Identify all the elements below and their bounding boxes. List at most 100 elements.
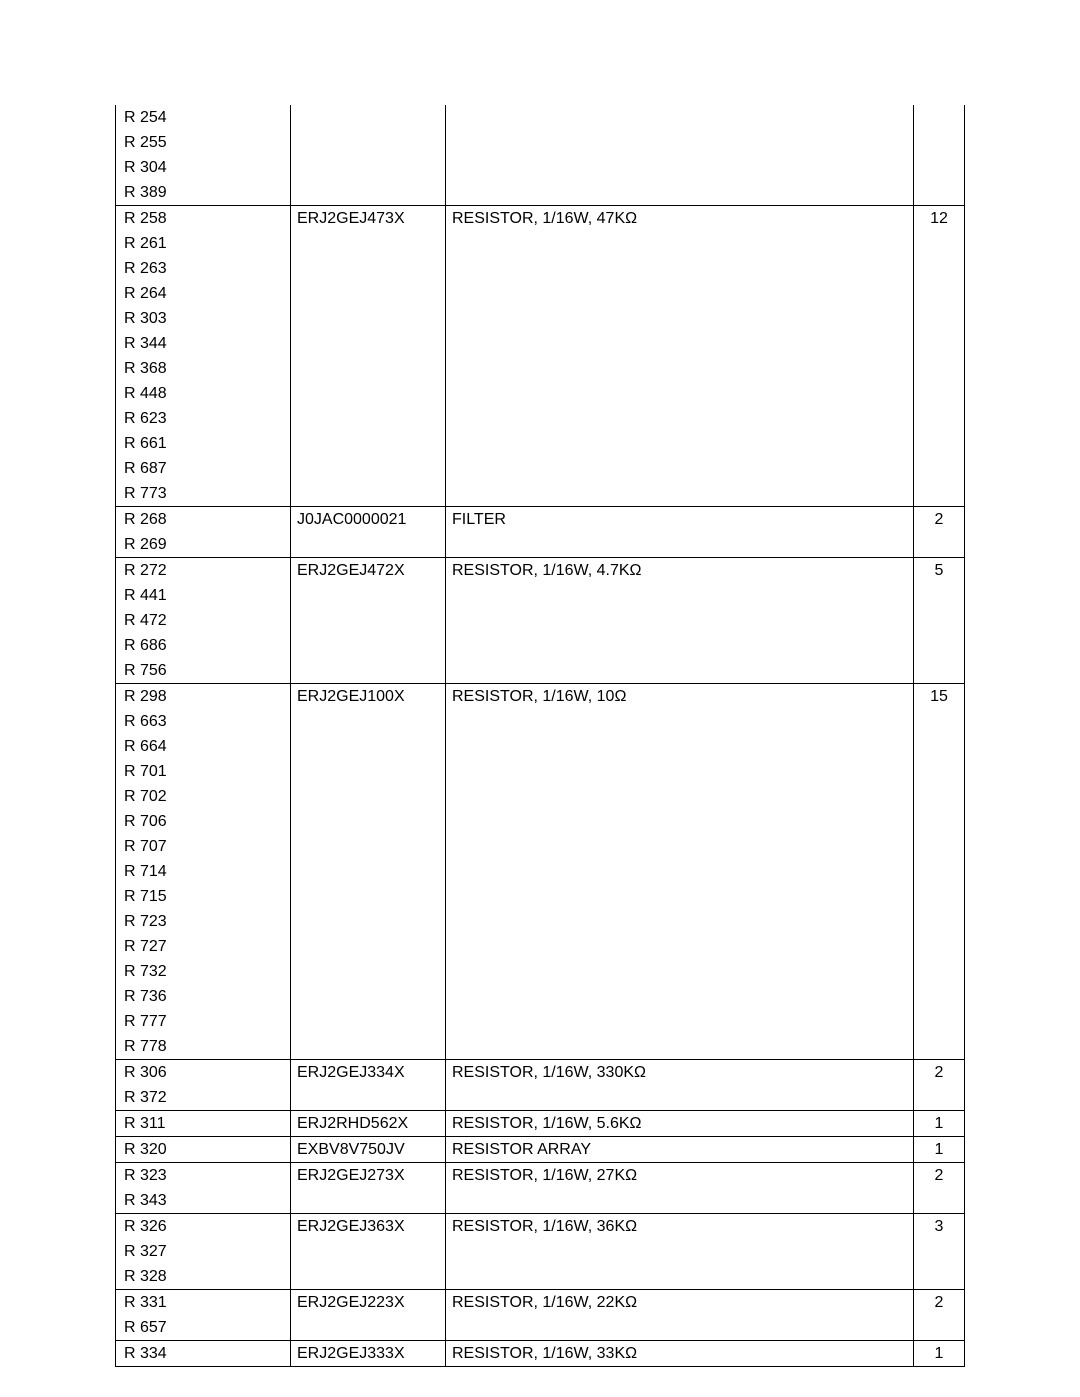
quantity-cell: 5 — [914, 558, 964, 683]
part-number-cell: ERJ2GEJ473X — [291, 206, 446, 506]
ref-designator-cell: R 268R 269 — [116, 507, 291, 557]
ref-designator: R 326 — [116, 1214, 290, 1239]
part-number-cell: J0JAC0000021 — [291, 507, 446, 557]
ref-designator: R 702 — [116, 784, 290, 809]
description — [446, 105, 913, 130]
ref-designator-cell: R 311 — [116, 1111, 291, 1136]
description: RESISTOR, 1/16W, 33KΩ — [446, 1341, 913, 1366]
part-number-cell: ERJ2GEJ100X — [291, 684, 446, 1059]
ref-designator-cell: R 306R 372 — [116, 1060, 291, 1110]
ref-designator: R 448 — [116, 381, 290, 406]
part-number: ERJ2GEJ273X — [291, 1163, 445, 1188]
quantity: 12 — [914, 206, 964, 231]
quantity-cell: 2 — [914, 507, 964, 557]
ref-designator: R 778 — [116, 1034, 290, 1059]
quantity: 3 — [914, 1214, 964, 1239]
description-cell: FILTER — [446, 507, 914, 557]
quantity: 5 — [914, 558, 964, 583]
ref-designator: R 472 — [116, 608, 290, 633]
ref-designator-cell: R 298R 663R 664R 701R 702R 706R 707R 714… — [116, 684, 291, 1059]
description-cell: RESISTOR, 1/16W, 27KΩ — [446, 1163, 914, 1213]
quantity-cell: 1 — [914, 1341, 964, 1366]
ref-designator: R 663 — [116, 709, 290, 734]
quantity-cell: 3 — [914, 1214, 964, 1289]
quantity: 2 — [914, 1163, 964, 1188]
description-cell: RESISTOR, 1/16W, 5.6KΩ — [446, 1111, 914, 1136]
ref-designator: R 264 — [116, 281, 290, 306]
description: RESISTOR, 1/16W, 5.6KΩ — [446, 1111, 913, 1136]
ref-designator: R 701 — [116, 759, 290, 784]
ref-designator: R 272 — [116, 558, 290, 583]
quantity: 1 — [914, 1111, 964, 1136]
part-number: ERJ2GEJ223X — [291, 1290, 445, 1315]
ref-designator: R 327 — [116, 1239, 290, 1264]
parts-table: R 254R 255R 304R 389R 258R 261R 263R 264… — [115, 105, 965, 1367]
part-number-cell — [291, 105, 446, 205]
ref-designator: R 258 — [116, 206, 290, 231]
quantity-cell: 2 — [914, 1163, 964, 1213]
ref-designator: R 372 — [116, 1085, 290, 1110]
part-number: ERJ2RHD562X — [291, 1111, 445, 1136]
description: RESISTOR, 1/16W, 330KΩ — [446, 1060, 913, 1085]
ref-designator: R 777 — [116, 1009, 290, 1034]
ref-designator: R 368 — [116, 356, 290, 381]
part-number: EXBV8V750JV — [291, 1137, 445, 1162]
ref-designator: R 441 — [116, 583, 290, 608]
ref-designator: R 727 — [116, 934, 290, 959]
part-number: ERJ2GEJ472X — [291, 558, 445, 583]
quantity: 15 — [914, 684, 964, 709]
ref-designator: R 261 — [116, 231, 290, 256]
quantity-cell: 1 — [914, 1111, 964, 1136]
part-number-cell: EXBV8V750JV — [291, 1137, 446, 1162]
table-rowgroup: R 298R 663R 664R 701R 702R 706R 707R 714… — [116, 683, 964, 1059]
ref-designator: R 311 — [116, 1111, 290, 1136]
ref-designator: R 723 — [116, 909, 290, 934]
quantity: 1 — [914, 1341, 964, 1366]
ref-designator: R 344 — [116, 331, 290, 356]
description-cell: RESISTOR, 1/16W, 22KΩ — [446, 1290, 914, 1340]
ref-designator: R 389 — [116, 180, 290, 205]
description: FILTER — [446, 507, 913, 532]
part-number — [291, 105, 445, 130]
ref-designator: R 328 — [116, 1264, 290, 1289]
part-number-cell: ERJ2RHD562X — [291, 1111, 446, 1136]
description: RESISTOR, 1/16W, 27KΩ — [446, 1163, 913, 1188]
quantity: 2 — [914, 1060, 964, 1085]
ref-designator: R 320 — [116, 1137, 290, 1162]
ref-designator: R 706 — [116, 809, 290, 834]
part-number-cell: ERJ2GEJ334X — [291, 1060, 446, 1110]
ref-designator: R 323 — [116, 1163, 290, 1188]
table-rowgroup: R 268R 269J0JAC0000021FILTER2 — [116, 506, 964, 557]
ref-designator: R 623 — [116, 406, 290, 431]
description-cell: RESISTOR, 1/16W, 33KΩ — [446, 1341, 914, 1366]
ref-designator: R 263 — [116, 256, 290, 281]
quantity-cell: 1 — [914, 1137, 964, 1162]
table-rowgroup: R 306R 372ERJ2GEJ334XRESISTOR, 1/16W, 33… — [116, 1059, 964, 1110]
table-rowgroup: R 323R 343ERJ2GEJ273XRESISTOR, 1/16W, 27… — [116, 1162, 964, 1213]
part-number-cell: ERJ2GEJ472X — [291, 558, 446, 683]
ref-designator: R 732 — [116, 959, 290, 984]
quantity: 2 — [914, 507, 964, 532]
table-rowgroup: R 254R 255R 304R 389 — [116, 105, 964, 205]
part-number-cell: ERJ2GEJ223X — [291, 1290, 446, 1340]
ref-designator-cell: R 320 — [116, 1137, 291, 1162]
description-cell — [446, 105, 914, 205]
ref-designator: R 298 — [116, 684, 290, 709]
part-number: ERJ2GEJ334X — [291, 1060, 445, 1085]
ref-designator: R 334 — [116, 1341, 290, 1366]
ref-designator: R 255 — [116, 130, 290, 155]
quantity-cell — [914, 105, 964, 205]
part-number-cell: ERJ2GEJ273X — [291, 1163, 446, 1213]
ref-designator-cell: R 272R 441R 472R 686R 756 — [116, 558, 291, 683]
table-rowgroup: R 320EXBV8V750JVRESISTOR ARRAY1 — [116, 1136, 964, 1162]
quantity-cell: 2 — [914, 1060, 964, 1110]
table-rowgroup: R 311ERJ2RHD562XRESISTOR, 1/16W, 5.6KΩ1 — [116, 1110, 964, 1136]
description-cell: RESISTOR, 1/16W, 10Ω — [446, 684, 914, 1059]
ref-designator: R 269 — [116, 532, 290, 557]
description: RESISTOR, 1/16W, 4.7KΩ — [446, 558, 913, 583]
part-number: ERJ2GEJ473X — [291, 206, 445, 231]
ref-designator: R 756 — [116, 658, 290, 683]
description: RESISTOR, 1/16W, 47KΩ — [446, 206, 913, 231]
part-number: J0JAC0000021 — [291, 507, 445, 532]
table-rowgroup: R 272R 441R 472R 686R 756ERJ2GEJ472XRESI… — [116, 557, 964, 683]
